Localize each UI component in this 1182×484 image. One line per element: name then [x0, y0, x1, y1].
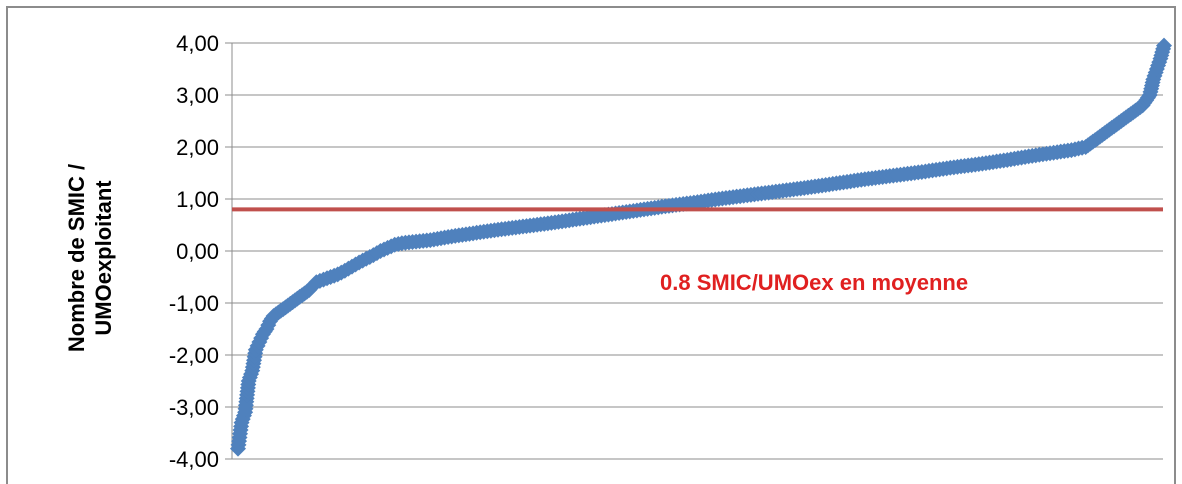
y-tick-label: -4,00 — [169, 447, 219, 472]
y-tick-label: 4,00 — [176, 31, 219, 56]
chart-frame — [6, 6, 1176, 484]
y-axis-label-line-1: Nombre de SMIC / — [64, 164, 89, 352]
y-axis-label-line-2: UMOexploitant — [91, 180, 116, 336]
y-tick-label: 3,00 — [176, 83, 219, 108]
y-tick-label: -2,00 — [169, 343, 219, 368]
y-tick-label: 1,00 — [176, 187, 219, 212]
data-point — [1156, 37, 1172, 54]
y-tick-label: 2,00 — [176, 135, 219, 160]
y-tick-label: -1,00 — [169, 291, 219, 316]
y-tick-label: 0,00 — [176, 239, 219, 264]
y-tick-label: -3,00 — [169, 395, 219, 420]
reference-line-label: 0.8 SMIC/UMOex en moyenne — [660, 270, 968, 295]
